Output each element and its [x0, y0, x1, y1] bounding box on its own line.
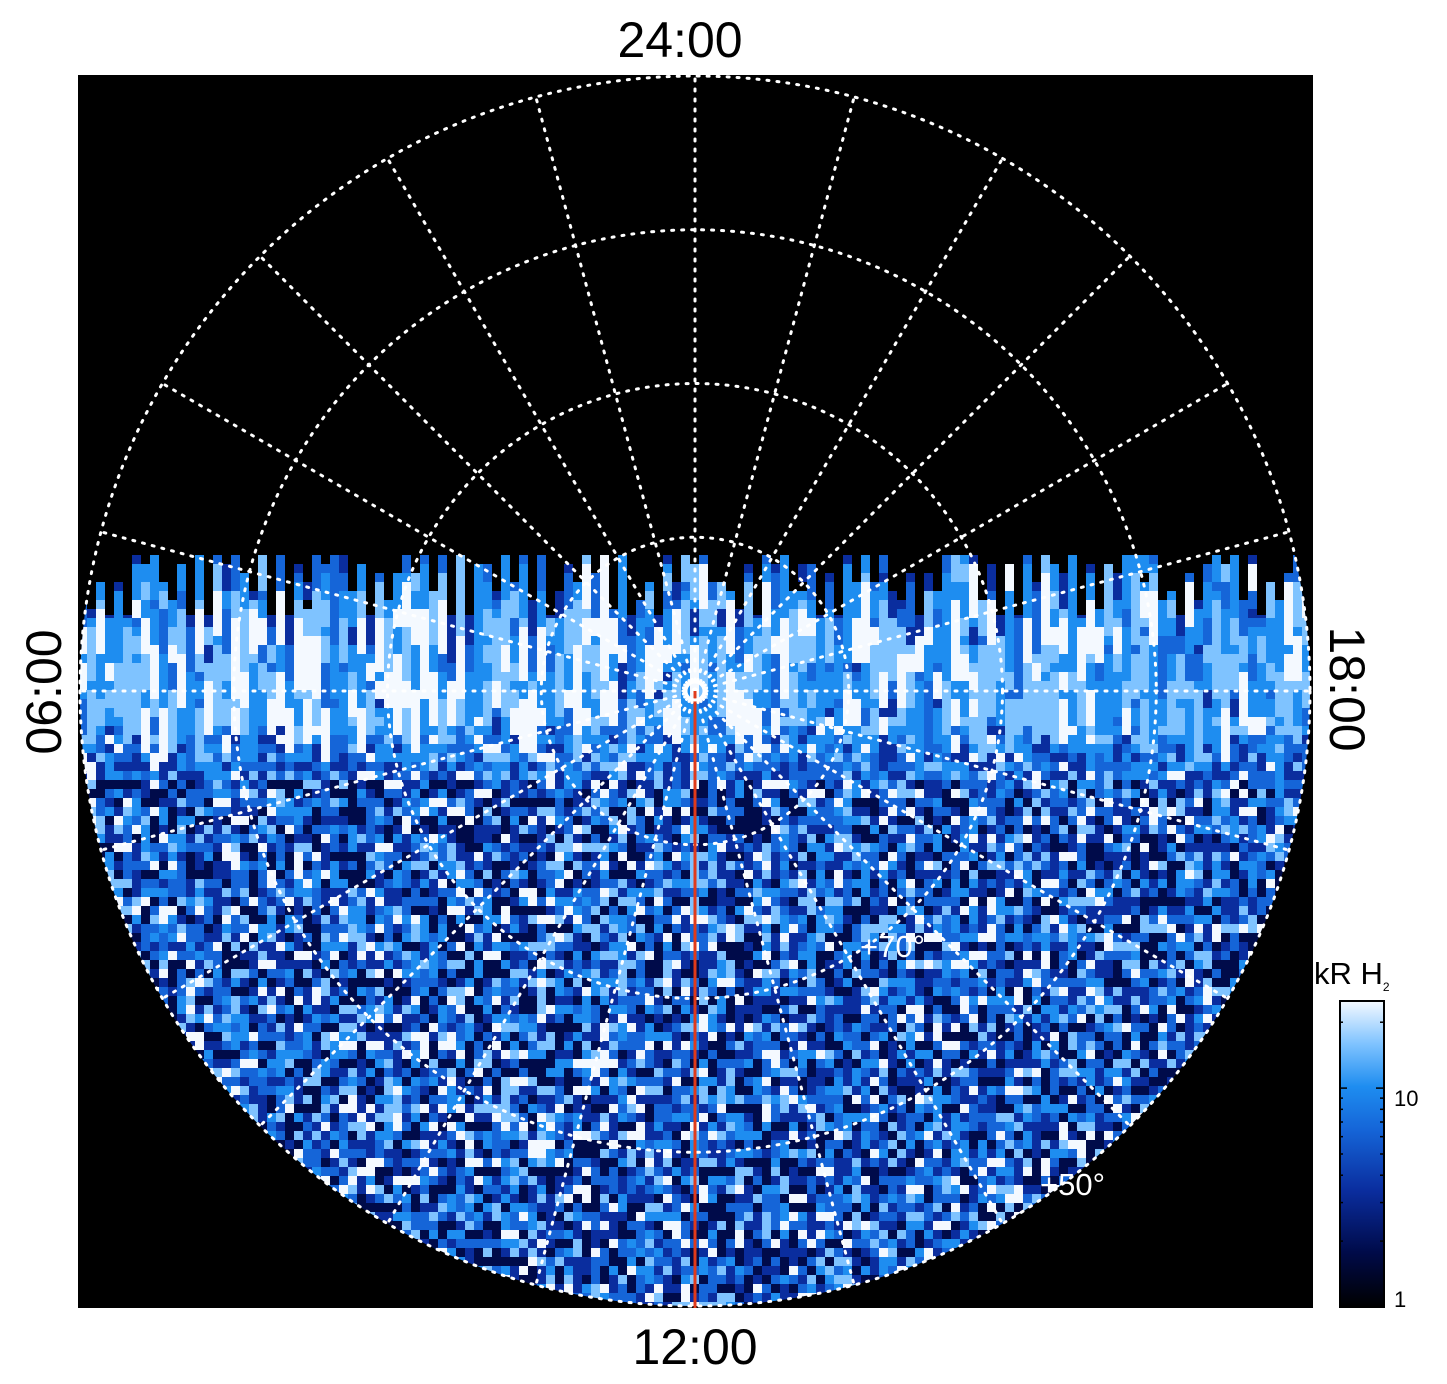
meridian-line — [693, 530, 1291, 693]
meridian-line — [693, 689, 856, 1287]
latitude-label-outer: +50° — [1040, 1167, 1105, 1202]
meridian-line — [386, 156, 697, 693]
colorbar-gradient — [1339, 1000, 1385, 1308]
pole-marker — [684, 680, 706, 702]
colorbar-minor-ticks — [1340, 1021, 1384, 1308]
emission-cells — [80, 555, 1310, 1306]
lt-label-right: 18:00 — [1319, 626, 1375, 752]
meridian-line — [258, 689, 697, 1128]
meridian-line — [693, 254, 1132, 693]
meridian-line — [693, 382, 1230, 693]
meridian-line — [99, 530, 697, 693]
meridian-line — [160, 382, 697, 693]
colorbar-tick-label: 1 — [1394, 1287, 1407, 1312]
meridian-line — [160, 689, 697, 1000]
meridian-line — [693, 95, 856, 693]
meridian-line — [258, 254, 697, 693]
polar-auroral-map: +70° +50° — [78, 75, 1313, 1308]
lt-label-bottom: 12:00 — [632, 1319, 758, 1375]
emission-cells — [87, 780, 1310, 1306]
lt-label-top: 24:00 — [617, 12, 743, 68]
colorbar-tick-label: 10 — [1394, 1086, 1419, 1111]
latitude-label-inner: +70° — [860, 929, 925, 964]
meridian-line — [693, 689, 1230, 1000]
meridian-line — [534, 95, 697, 693]
meridian-line — [693, 156, 1004, 693]
emission-cells — [80, 555, 1310, 1306]
lt-label-left: 06:00 — [16, 629, 72, 755]
meridian-line — [693, 689, 1004, 1226]
latitude-circle — [78, 75, 1312, 1308]
meridian-line — [99, 689, 697, 852]
meridian-line — [534, 689, 697, 1287]
meridian-line — [693, 689, 1291, 852]
meridian-line — [386, 689, 697, 1226]
meridian-line — [693, 689, 1132, 1128]
colorbar-title: kR H2 — [1314, 956, 1390, 995]
colorbar — [1339, 1000, 1385, 1308]
